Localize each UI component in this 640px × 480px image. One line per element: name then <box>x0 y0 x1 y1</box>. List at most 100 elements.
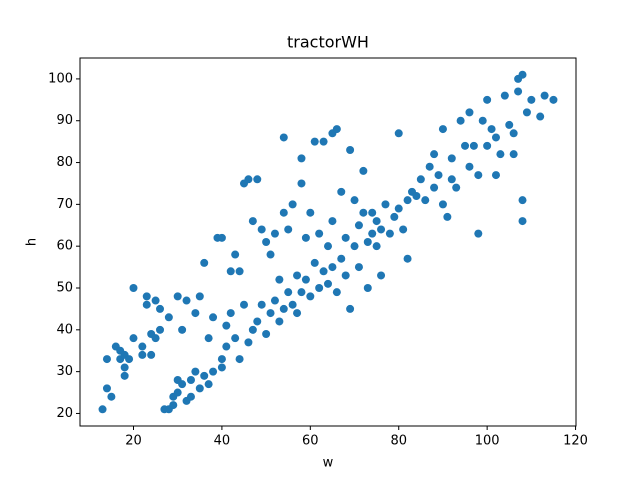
point <box>275 317 284 326</box>
point <box>536 112 545 121</box>
point <box>332 125 341 134</box>
point <box>337 187 346 196</box>
x-tick-label: 60 <box>302 434 319 449</box>
point <box>315 229 324 238</box>
point <box>293 271 302 280</box>
point <box>235 267 244 276</box>
x-tick-label: 100 <box>475 434 500 449</box>
point <box>195 292 204 301</box>
point <box>178 380 187 389</box>
point <box>332 288 341 297</box>
plot-frame <box>79 57 577 427</box>
point <box>151 334 160 343</box>
point <box>204 380 213 389</box>
point <box>209 313 218 322</box>
point <box>509 150 518 159</box>
point <box>363 238 372 246</box>
point <box>284 288 293 297</box>
x-tick-label: 20 <box>125 434 142 449</box>
point <box>425 162 434 171</box>
point <box>310 137 319 146</box>
point <box>98 405 107 414</box>
point <box>368 229 377 238</box>
point <box>120 363 129 372</box>
point <box>310 258 319 267</box>
point <box>297 154 306 163</box>
point <box>266 309 275 318</box>
point <box>324 279 332 288</box>
point <box>297 179 306 188</box>
point <box>527 95 536 104</box>
point <box>447 154 456 163</box>
point <box>222 342 231 351</box>
point <box>191 367 200 376</box>
point <box>147 350 156 359</box>
point <box>169 401 178 410</box>
point <box>412 192 421 200</box>
point <box>491 133 500 142</box>
point <box>125 355 134 364</box>
y-tick-label: 50 <box>56 281 73 296</box>
point <box>514 87 523 96</box>
x-tick-label: 40 <box>214 434 231 449</box>
point <box>469 141 478 150</box>
point <box>178 325 187 334</box>
point <box>279 304 288 313</box>
point <box>328 217 337 226</box>
point <box>540 91 549 100</box>
point <box>173 388 182 397</box>
point <box>496 150 505 159</box>
point <box>509 129 518 138</box>
point <box>474 171 483 180</box>
point <box>438 125 447 134</box>
point <box>359 166 368 175</box>
point <box>164 313 173 322</box>
point <box>363 284 372 292</box>
point <box>217 363 226 372</box>
point <box>297 288 306 297</box>
point <box>381 200 390 209</box>
point <box>293 309 302 318</box>
point <box>328 263 337 272</box>
point <box>319 137 328 146</box>
point <box>518 70 527 79</box>
point <box>142 300 151 309</box>
y-tick-label: 90 <box>56 113 73 128</box>
point <box>319 267 328 276</box>
point <box>452 183 461 192</box>
point <box>217 233 226 242</box>
point <box>102 384 111 393</box>
x-tick-label: 80 <box>390 434 407 449</box>
chart-title: tractorWH <box>287 33 369 52</box>
point <box>324 242 332 251</box>
y-tick-label: 40 <box>56 322 73 337</box>
point <box>195 384 204 393</box>
point <box>129 284 138 292</box>
point <box>284 225 293 234</box>
point <box>368 208 377 217</box>
point <box>465 108 474 117</box>
point <box>301 275 310 284</box>
y-tick-label: 100 <box>48 71 73 86</box>
x-axis-label: w <box>323 456 334 471</box>
point <box>222 321 231 330</box>
point <box>491 171 500 180</box>
point <box>226 267 235 276</box>
point <box>138 342 147 351</box>
point <box>341 233 350 242</box>
point <box>372 242 381 251</box>
point <box>403 196 412 205</box>
point <box>262 238 271 246</box>
point <box>549 95 558 104</box>
point <box>306 292 315 301</box>
point <box>434 171 443 180</box>
point <box>156 325 165 334</box>
point <box>204 334 213 343</box>
point <box>461 141 470 150</box>
point <box>487 125 496 134</box>
point <box>151 296 160 305</box>
point <box>518 196 527 205</box>
point <box>385 229 394 238</box>
point <box>518 217 527 226</box>
point <box>186 376 195 384</box>
